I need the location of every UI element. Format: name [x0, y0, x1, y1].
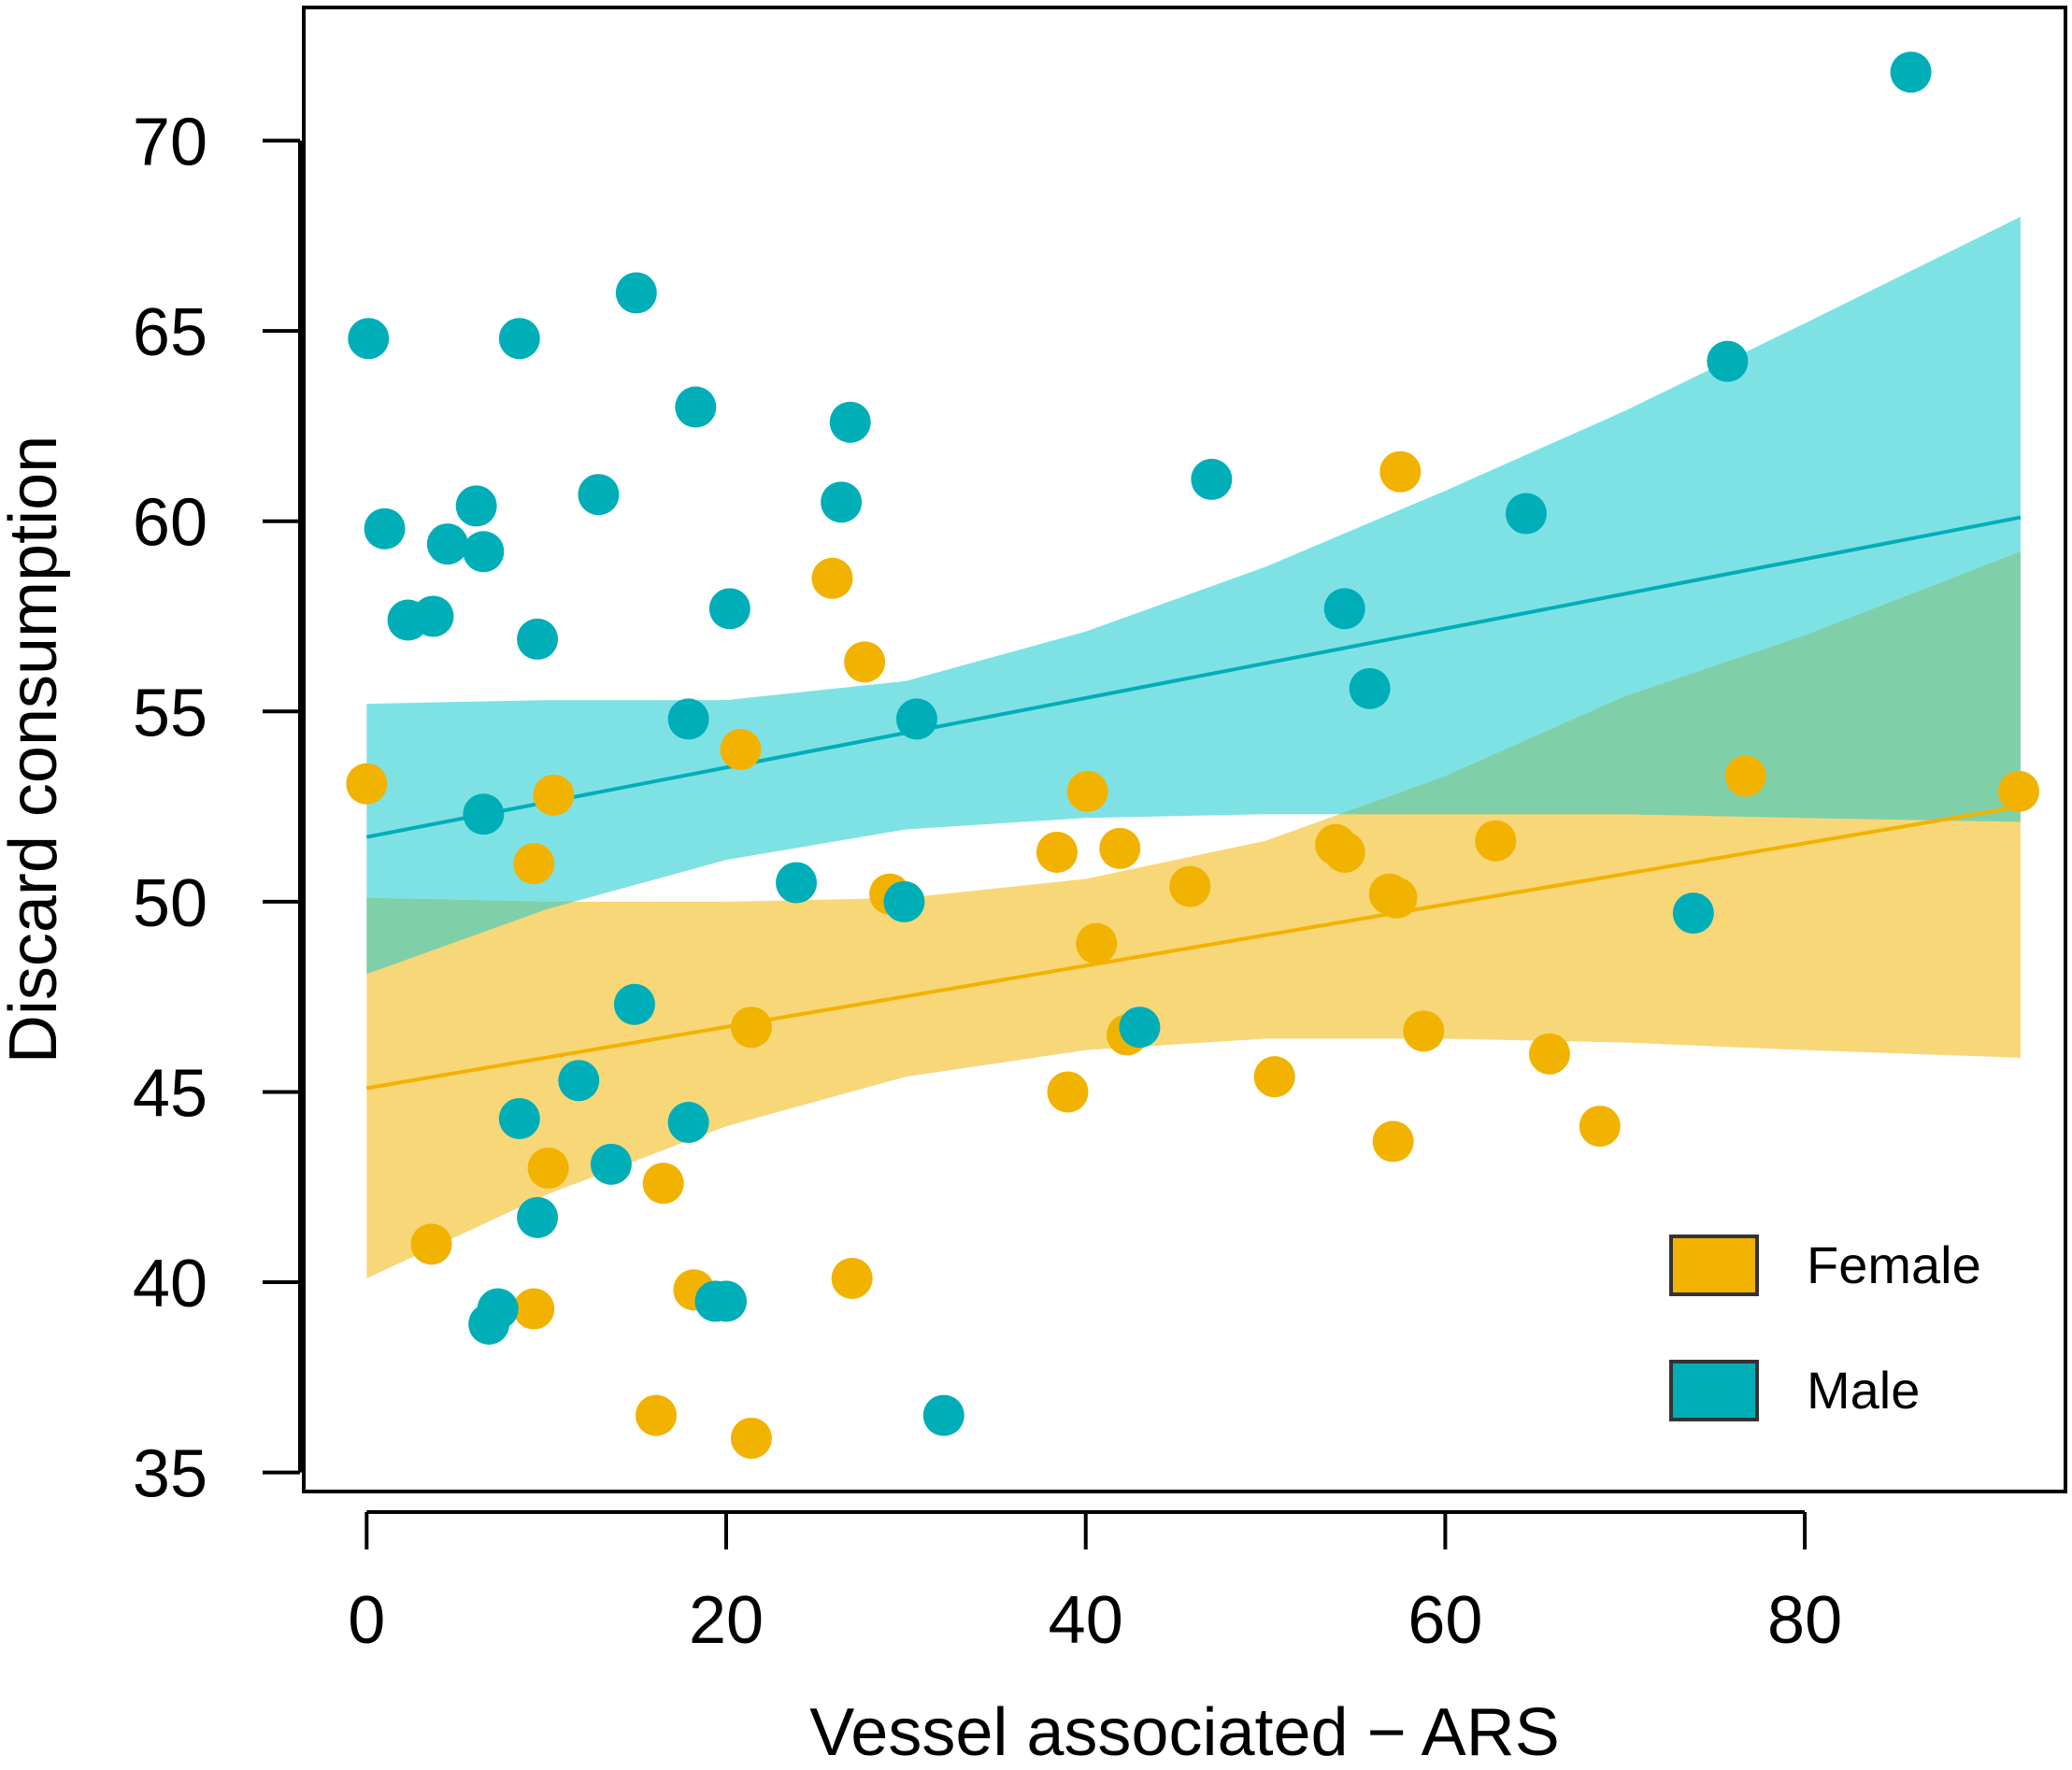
- male-point: [412, 595, 454, 637]
- y-tick-label: 35: [133, 1437, 207, 1512]
- y-tick-label: 50: [133, 866, 207, 941]
- female-point: [410, 1223, 452, 1265]
- male-point: [1890, 51, 1932, 93]
- female-point: [730, 1417, 772, 1459]
- male-point: [1349, 667, 1391, 709]
- male-point: [883, 880, 925, 922]
- female-point: [1253, 1056, 1295, 1098]
- legend: Female Male: [1669, 1235, 1981, 1421]
- female-legend-label: Female: [1807, 1235, 1981, 1294]
- male-point: [922, 1394, 965, 1436]
- male-point: [821, 481, 863, 523]
- female-point: [1066, 770, 1108, 812]
- male-point: [667, 1102, 709, 1144]
- male-point: [667, 698, 709, 740]
- female-point: [533, 774, 575, 816]
- male-point: [364, 507, 406, 550]
- male-point: [776, 862, 818, 904]
- female-point: [831, 1257, 873, 1299]
- fit-lines: [365, 515, 2022, 1091]
- y-tick-label: 65: [133, 295, 207, 370]
- female-point: [720, 729, 762, 770]
- female-point: [1403, 1010, 1445, 1052]
- female-point: [1372, 1121, 1414, 1163]
- female-point: [1997, 770, 2039, 812]
- female-point: [1528, 1033, 1570, 1075]
- male-point: [615, 272, 657, 314]
- female-point: [642, 1163, 684, 1205]
- male-point: [455, 485, 497, 527]
- male-point: [517, 618, 559, 660]
- male-point: [706, 1280, 748, 1322]
- male-point: [348, 318, 390, 360]
- male-point: [578, 474, 620, 516]
- male-point: [1119, 1006, 1161, 1049]
- data-points: [346, 51, 2039, 1459]
- female-point: [1099, 827, 1141, 869]
- female-point: [527, 1147, 569, 1189]
- female-legend-swatch: [1669, 1235, 1759, 1296]
- female-point: [1047, 1071, 1089, 1113]
- y-tick-label: 45: [133, 1056, 207, 1131]
- x-tick-label: 20: [689, 1583, 764, 1658]
- male-point: [1191, 458, 1233, 500]
- female-point: [1379, 450, 1422, 492]
- female-point: [513, 1288, 555, 1330]
- male-point: [895, 698, 937, 740]
- x-tick-label: 40: [1049, 1583, 1123, 1658]
- plot-frame: [302, 6, 2067, 1493]
- y-tick-label: 70: [133, 106, 207, 180]
- male-point: [829, 401, 871, 443]
- confidence-bands: [366, 216, 2021, 1278]
- male-point: [477, 1288, 519, 1330]
- female-point: [1169, 865, 1211, 907]
- female-point: [636, 1394, 677, 1436]
- female-fit-line: [365, 805, 2022, 1091]
- x-tick-label: 80: [1767, 1583, 1842, 1658]
- male-point: [463, 793, 505, 835]
- male-point: [426, 523, 468, 565]
- y-axis-title: Discard consumption: [0, 435, 71, 1063]
- male-point: [517, 1196, 559, 1238]
- female-point: [1724, 755, 1766, 797]
- x-axis-title: Vessel associated − ARS: [809, 1695, 1559, 1770]
- female-point: [1323, 831, 1365, 873]
- female-point: [730, 1006, 772, 1049]
- y-axis: 35 40 45 50 55 60 65 70: [133, 106, 302, 1512]
- male-point: [1672, 892, 1714, 935]
- male-point: [558, 1060, 600, 1102]
- male-point: [590, 1143, 632, 1185]
- male-point: [1707, 340, 1749, 382]
- female-point: [1036, 831, 1078, 873]
- female-point: [513, 843, 555, 885]
- male-point: [613, 983, 655, 1025]
- male-legend-swatch: [1669, 1360, 1759, 1421]
- male-point: [1505, 492, 1547, 535]
- y-tick-label: 60: [133, 486, 207, 561]
- female-point: [1579, 1106, 1621, 1148]
- y-tick-label: 40: [133, 1247, 207, 1321]
- x-axis: 0 20 40 60 80: [348, 1510, 1842, 1658]
- x-tick-label: 60: [1408, 1583, 1482, 1658]
- male-point: [675, 386, 717, 428]
- x-tick-label: 0: [348, 1583, 385, 1658]
- male-legend-label: Male: [1807, 1361, 1920, 1420]
- male-point: [1323, 588, 1365, 630]
- female-point: [811, 557, 853, 599]
- male-point: [498, 318, 540, 360]
- female-point: [1376, 877, 1418, 919]
- female-point: [844, 641, 886, 683]
- y-tick-label: 55: [133, 676, 207, 750]
- male-fit-line: [365, 515, 2022, 839]
- female-point: [1475, 820, 1517, 862]
- female-point: [346, 763, 388, 805]
- female-point: [1076, 922, 1118, 964]
- male-point: [463, 531, 505, 573]
- male-point: [708, 588, 750, 630]
- male-point: [498, 1097, 540, 1139]
